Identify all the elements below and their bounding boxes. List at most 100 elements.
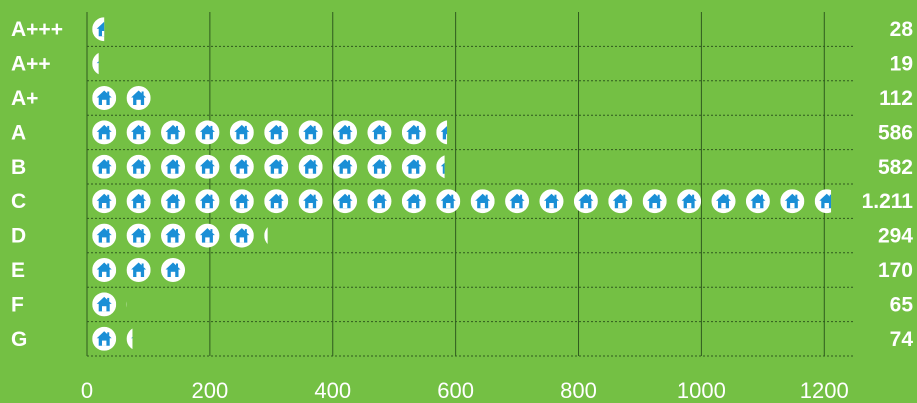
house-icon	[126, 189, 151, 214]
house-icon	[298, 120, 323, 145]
house-icon	[505, 189, 530, 214]
house-icon	[92, 51, 99, 76]
house-icon	[92, 292, 117, 317]
x-tick-label: 400	[314, 378, 351, 403]
category-label: A+	[11, 87, 38, 110]
value-label: 582	[878, 156, 913, 179]
icon-bar	[92, 258, 186, 282]
x-axis-ticks: 0 200 400 600 800 1000 1200	[81, 378, 849, 403]
category-label: G	[11, 328, 27, 351]
x-tick-label: 600	[437, 378, 474, 403]
house-icon	[436, 189, 461, 214]
house-icon	[92, 258, 117, 282]
house-icon	[92, 223, 117, 248]
category-label: C	[11, 190, 26, 213]
value-label: 1.211	[862, 190, 914, 213]
x-tick-label: 1200	[800, 378, 849, 403]
house-icon	[195, 120, 220, 145]
category-label: F	[11, 293, 24, 316]
house-icon	[264, 154, 289, 179]
house-icon	[401, 189, 426, 214]
house-icon	[195, 154, 220, 179]
house-icon	[126, 120, 151, 145]
icon-bar	[92, 189, 832, 214]
house-icon	[264, 189, 289, 214]
house-icon	[195, 223, 220, 248]
house-icon	[608, 189, 633, 214]
house-icon	[367, 154, 392, 179]
value-label: 294	[878, 225, 913, 248]
house-icon	[92, 86, 117, 110]
category-label: E	[11, 259, 25, 282]
house-icon	[333, 154, 358, 179]
house-icon	[161, 258, 186, 282]
x-tick-label: 800	[560, 378, 597, 403]
icon-bar	[92, 51, 99, 76]
icon-bar	[92, 292, 127, 317]
icon-bar	[92, 154, 445, 179]
grid	[86, 12, 855, 357]
house-icon	[126, 154, 151, 179]
category-label: B	[11, 156, 26, 179]
value-label: 586	[878, 121, 913, 144]
house-icon	[401, 154, 426, 179]
house-icon	[333, 120, 358, 145]
x-tick-label: 0	[81, 378, 93, 403]
house-icon	[573, 189, 598, 214]
value-label: 170	[878, 259, 913, 282]
house-icon	[367, 189, 392, 214]
house-icon	[539, 189, 564, 214]
house-icon	[92, 154, 117, 179]
house-icon	[229, 189, 254, 214]
value-label: 112	[879, 87, 913, 110]
house-icon	[298, 154, 323, 179]
value-label: 74	[890, 328, 914, 351]
value-label: 19	[890, 53, 913, 76]
house-icon	[229, 154, 254, 179]
icon-bar	[92, 223, 268, 248]
house-icon	[126, 223, 151, 248]
house-icon	[126, 86, 151, 110]
icon-bar	[92, 86, 151, 110]
house-icon	[367, 120, 392, 145]
house-icon	[229, 120, 254, 145]
house-icon	[92, 189, 117, 214]
house-icon	[470, 189, 495, 214]
house-icon	[161, 154, 186, 179]
house-icon	[814, 189, 832, 214]
house-icon	[161, 189, 186, 214]
house-icon	[677, 189, 702, 214]
category-label: A	[11, 121, 26, 144]
house-icon	[333, 189, 358, 214]
house-icon	[298, 189, 323, 214]
house-icon	[401, 120, 426, 145]
house-icon	[195, 189, 220, 214]
house-icon	[229, 223, 254, 248]
house-icon	[780, 189, 805, 214]
house-icon	[92, 17, 105, 42]
icon-bar	[92, 326, 133, 351]
x-tick-label: 1000	[677, 378, 726, 403]
house-icon	[92, 326, 117, 351]
house-icon	[436, 154, 445, 179]
house-icon	[745, 189, 770, 214]
value-label: 65	[890, 293, 914, 316]
x-tick-label: 200	[192, 378, 229, 403]
icon-bar	[92, 120, 448, 145]
value-label: 28	[890, 18, 914, 41]
house-icon	[126, 292, 127, 317]
house-icon	[264, 223, 268, 248]
category-label: A++	[11, 53, 51, 76]
house-icon	[92, 120, 117, 145]
category-label: D	[11, 225, 26, 248]
value-labels: 28 19 112 586 582 1.211 294 170 65 74	[862, 18, 914, 351]
house-icon	[126, 326, 133, 351]
house-icon	[436, 120, 448, 145]
house-icon	[264, 120, 289, 145]
house-icon	[642, 189, 667, 214]
category-label: A+++	[11, 18, 63, 41]
icon-bar	[92, 17, 105, 42]
house-icon	[126, 258, 151, 282]
